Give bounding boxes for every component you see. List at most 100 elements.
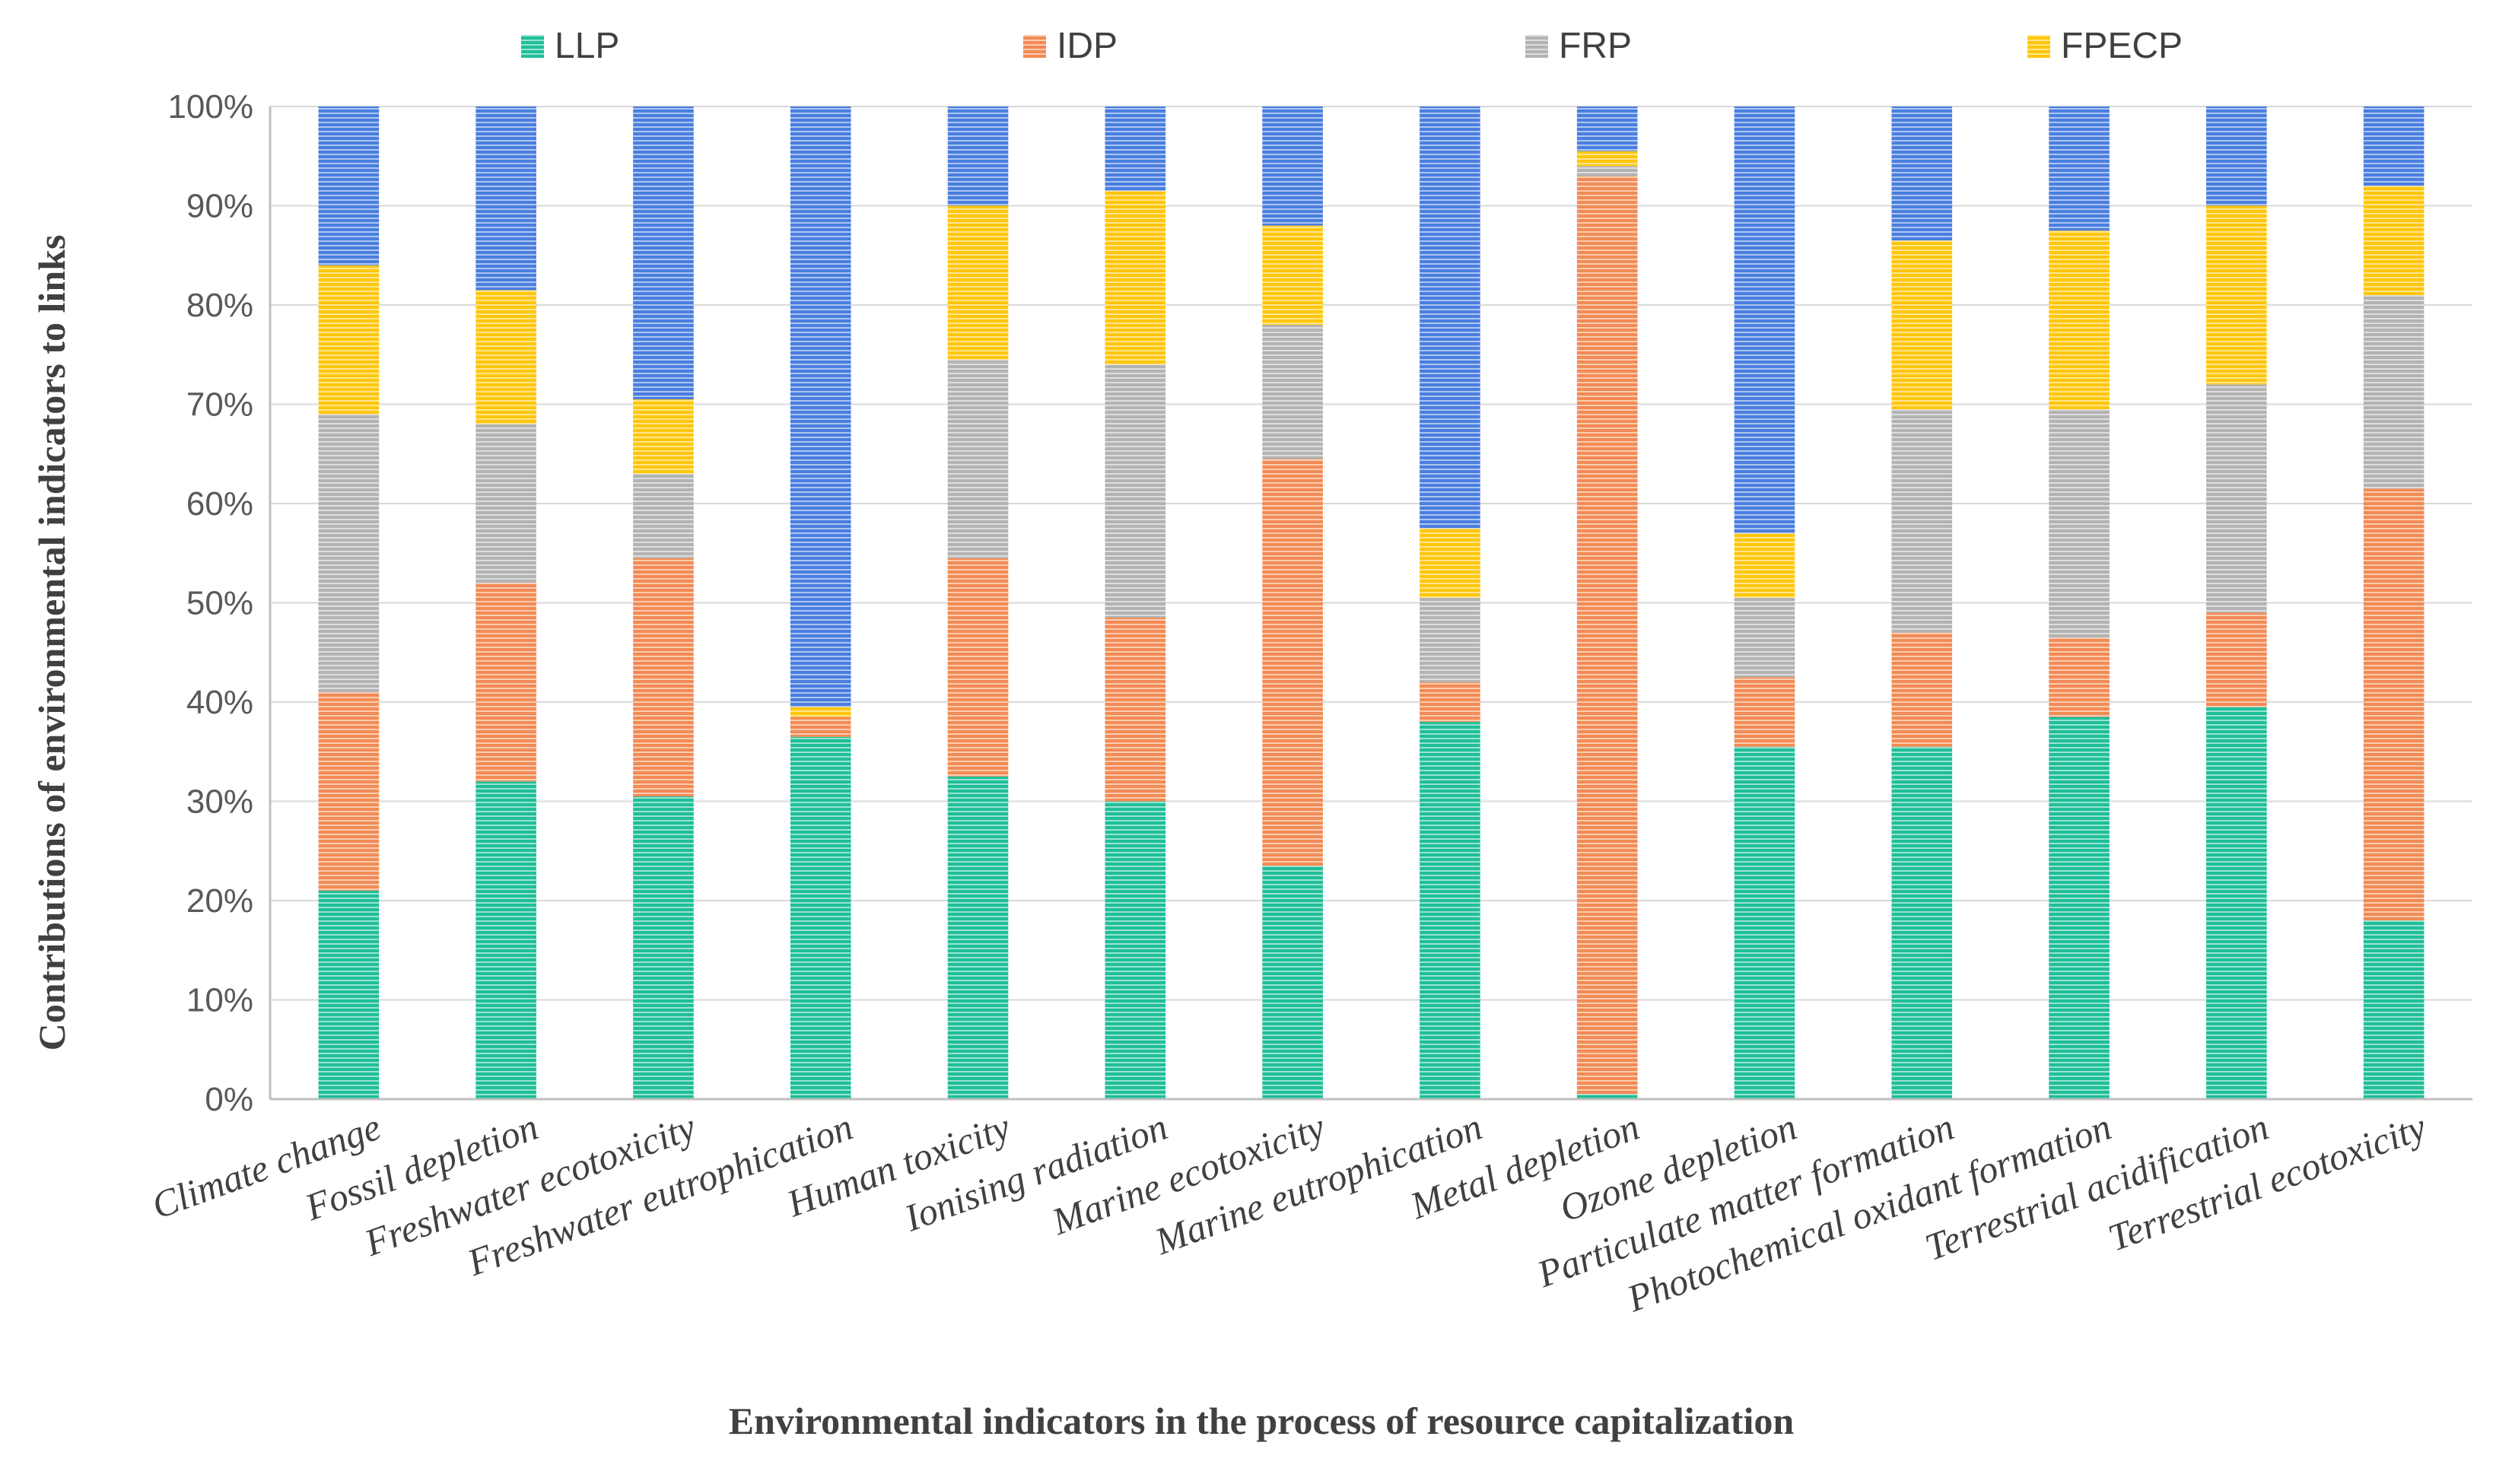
bar-segment-frp <box>1105 364 1166 618</box>
bar-segment-pp <box>947 106 1009 206</box>
y-tick-label: 90% <box>186 188 253 225</box>
bar-segment-frp <box>633 473 694 558</box>
bars <box>318 106 2425 1099</box>
legend-swatch-fpecp <box>2027 35 2050 58</box>
bar-segment-pp <box>1576 106 1638 151</box>
bar-stack-climate-change <box>318 106 380 1099</box>
bar-segment-pp <box>2049 106 2110 231</box>
bar-segment-frp <box>1891 409 1953 633</box>
bar-segment-pp <box>2206 106 2267 206</box>
bar-stack-freshwater-eutrophication <box>790 106 851 1099</box>
legend: LLPIDPFRPFPECPPP <box>521 26 2183 66</box>
bar-stack-metal-depletion <box>1576 106 1638 1099</box>
y-tick-label: 80% <box>186 287 253 324</box>
bar-segment-fpecp <box>1420 528 1480 598</box>
bar-stack-marine-eutrophication <box>1420 106 1480 1099</box>
bar-segment-fpecp <box>2363 186 2425 295</box>
y-tick-label: 30% <box>186 783 253 821</box>
bar-segment-llp <box>1105 801 1166 1099</box>
bar-stack-human-toxicity <box>947 106 1009 1099</box>
bar-segment-fpecp <box>318 265 380 415</box>
bar-segment-frp <box>1734 597 1795 678</box>
bar-segment-pp <box>790 106 851 707</box>
bar-segment-fpecp <box>1576 151 1638 167</box>
bar-stack-ozone-depletion <box>1734 106 1795 1099</box>
bar-segment-fpecp <box>2049 230 2110 410</box>
bar-segment-idp <box>1262 459 1323 866</box>
bar-segment-llp <box>318 890 380 1099</box>
legend-label-fpecp: FPECP <box>2061 26 2183 66</box>
legend-swatch-llp <box>521 35 544 58</box>
bar-segment-idp <box>790 717 851 737</box>
bar-segment-frp <box>2206 384 2267 613</box>
x-axis-title: Environmental indicators in the process … <box>729 1400 1795 1442</box>
bar-segment-llp <box>633 796 694 1099</box>
gridlines <box>270 106 2472 1001</box>
bar-stack-photochemical-oxidant-formation <box>2049 106 2110 1099</box>
y-tick-label: 20% <box>186 882 253 920</box>
bar-segment-idp <box>2206 612 2267 707</box>
y-tick-labels: 0% 10% 20% 30% 40% 50% 60% 70% 80% 90% 100% <box>167 88 253 1118</box>
bar-segment-idp <box>475 583 536 782</box>
bar-segment-pp <box>2363 106 2425 186</box>
bar-segment-idp <box>1420 682 1480 723</box>
bar-segment-frp <box>475 424 536 583</box>
legend-swatch-frp <box>1525 35 1548 58</box>
bar-stack-freshwater-ecotoxicity <box>633 106 694 1099</box>
bar-segment-llp <box>2363 920 2425 1099</box>
y-axis-title: Contributions of environmental indicator… <box>30 235 73 1051</box>
bar-stack-terrestrial-ecotoxicity <box>2363 106 2425 1099</box>
bar-segment-pp <box>1891 106 1953 241</box>
y-tick-label: 0% <box>205 1081 253 1118</box>
bar-segment-idp <box>2049 637 2110 717</box>
axes <box>269 106 2472 1101</box>
bar-segment-llp <box>2049 717 2110 1099</box>
bar-segment-pp <box>1262 106 1323 226</box>
y-tick-label: 50% <box>186 585 253 622</box>
bar-segment-frp <box>2049 409 2110 638</box>
y-tick-label: 100% <box>167 88 253 126</box>
bar-segment-llp <box>1891 746 1953 1099</box>
legend-label-frp: FRP <box>1559 26 1632 66</box>
bar-segment-fpecp <box>947 205 1009 360</box>
bar-segment-llp <box>947 776 1009 1099</box>
bar-segment-frp <box>1420 597 1480 682</box>
bar-segment-pp <box>318 106 380 265</box>
bar-segment-idp <box>633 558 694 796</box>
bar-stack-ionising-radiation <box>1105 106 1166 1099</box>
bar-segment-fpecp <box>1105 190 1166 365</box>
bar-segment-fpecp <box>475 290 536 424</box>
bar-stack-marine-ecotoxicity <box>1262 106 1323 1099</box>
bar-segment-frp <box>2363 294 2425 489</box>
y-tick-label: 10% <box>186 982 253 1019</box>
bar-segment-idp <box>947 558 1009 777</box>
bar-segment-fpecp <box>790 707 851 717</box>
bar-segment-llp <box>2206 707 2267 1099</box>
bar-segment-frp <box>1262 325 1323 459</box>
bar-segment-llp <box>1262 866 1323 1099</box>
bar-segment-llp <box>790 736 851 1099</box>
bar-segment-idp <box>318 691 380 891</box>
legend-label-llp: LLP <box>555 26 619 66</box>
bar-segment-fpecp <box>633 399 694 474</box>
legend-swatch-idp <box>1023 35 1046 58</box>
y-tick-label: 40% <box>186 684 253 721</box>
bar-segment-frp <box>1576 166 1638 176</box>
bar-stack-particulate-matter-formation <box>1891 106 1953 1099</box>
bar-segment-fpecp <box>1262 225 1323 326</box>
bar-segment-pp <box>1420 106 1480 529</box>
bar-segment-llp <box>1420 722 1480 1099</box>
bar-segment-idp <box>1734 677 1795 747</box>
legend-label-idp: IDP <box>1057 26 1118 66</box>
bar-segment-frp <box>318 414 380 692</box>
bar-segment-llp <box>1734 746 1795 1099</box>
bar-segment-llp <box>475 781 536 1099</box>
bar-segment-idp <box>1576 176 1638 1095</box>
bar-segment-fpecp <box>2206 205 2267 385</box>
y-tick-label: 60% <box>186 485 253 523</box>
bar-segment-frp <box>947 359 1009 558</box>
bar-segment-pp <box>475 106 536 291</box>
bar-segment-llp <box>1576 1094 1638 1099</box>
